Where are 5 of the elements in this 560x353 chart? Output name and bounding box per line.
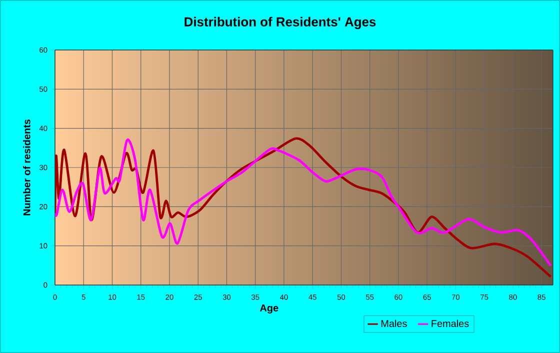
legend-label: Females — [432, 320, 469, 328]
legend-label: Males — [381, 320, 407, 328]
y-axis-title: Number of residents — [23, 119, 30, 216]
chart-title: Distribution of Residents' Ages — [184, 16, 376, 30]
x-axis-title: Age — [260, 304, 278, 314]
